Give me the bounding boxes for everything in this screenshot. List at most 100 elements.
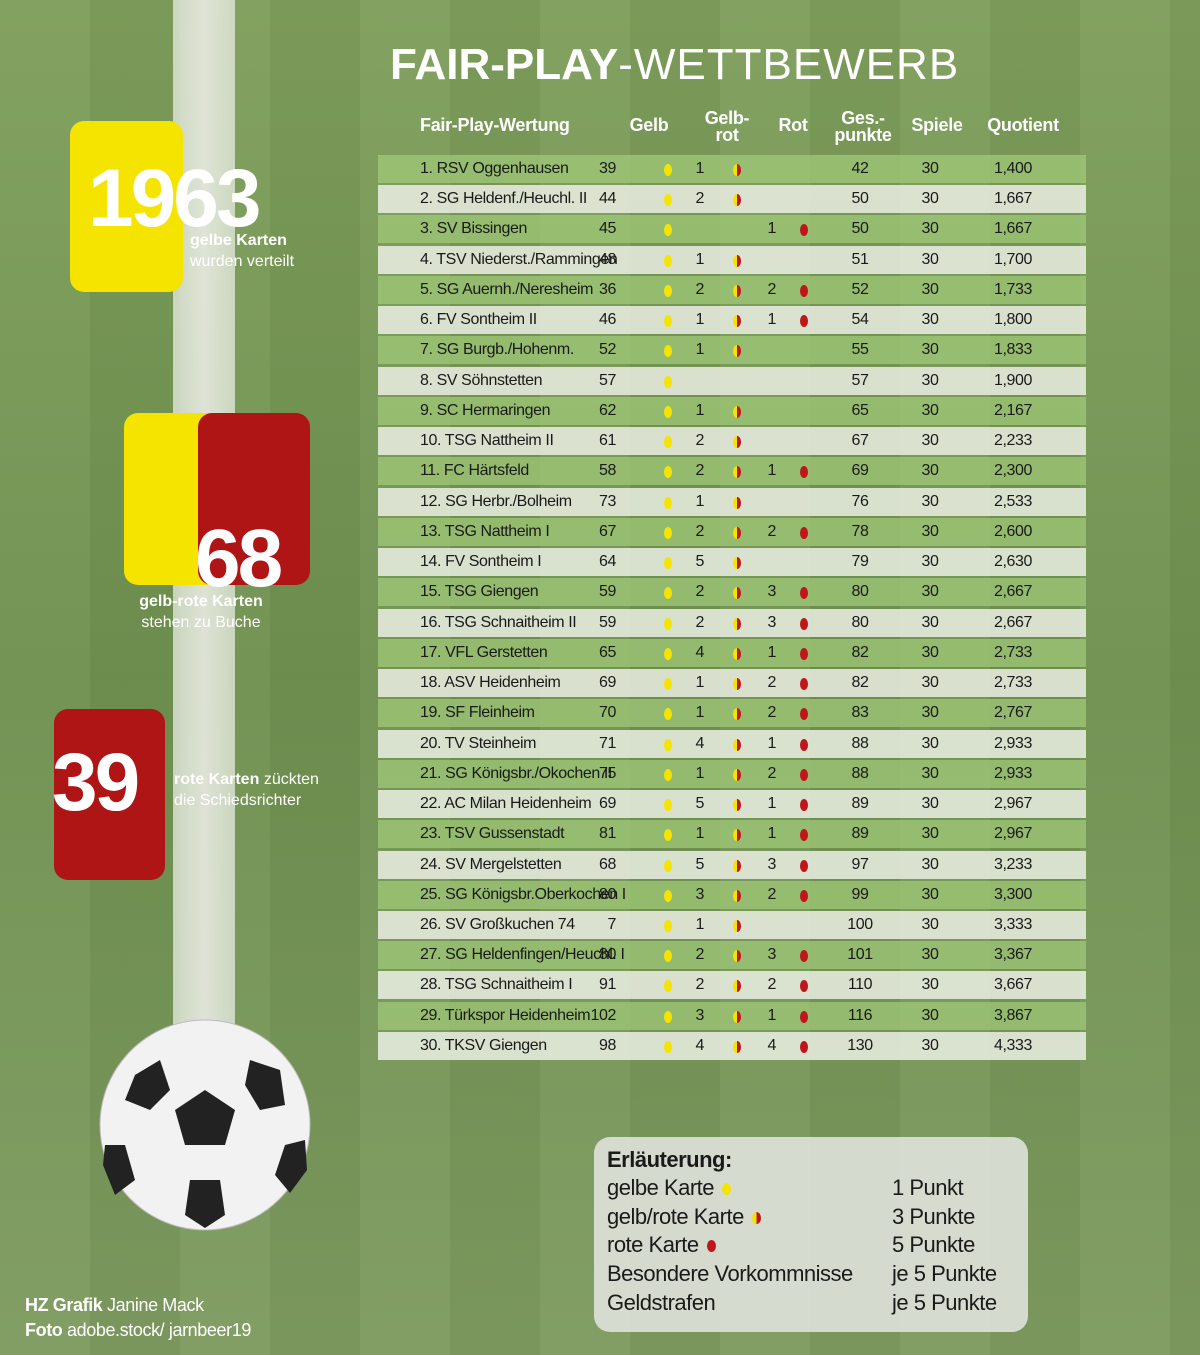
card-icon	[664, 284, 672, 297]
cell-value: 30	[921, 643, 939, 661]
cell-value: 5	[695, 795, 705, 813]
card-icon	[664, 738, 672, 751]
cell-value: 2	[767, 704, 777, 722]
cell-value: 71	[599, 734, 616, 752]
cell-value: 30	[921, 734, 939, 752]
cell-value: 99	[851, 885, 869, 903]
cell-value: 2	[767, 976, 777, 994]
cell-value: 2	[767, 885, 777, 903]
card-icon	[800, 224, 808, 237]
team-name: 29. Türkspor Heidenheim	[420, 1006, 591, 1024]
team-name: 2. SG Heldenf./Heuchl. II	[420, 190, 587, 208]
cell-value: 59	[599, 583, 616, 601]
cell-value: 30	[921, 1006, 939, 1024]
column-header: Gelb	[612, 116, 686, 134]
cell-value: 30	[921, 764, 939, 782]
card-icon	[800, 889, 808, 902]
card-icon	[800, 708, 808, 721]
card-icon	[733, 647, 741, 660]
cell-value: 30	[921, 946, 939, 964]
cell-value: 69	[599, 674, 616, 692]
cell-value: 57	[851, 371, 869, 389]
cell-value: 69	[851, 462, 869, 480]
credit-line: HZ Grafik Janine Mack	[25, 1293, 251, 1318]
card-icon	[733, 617, 741, 630]
table-row: 2. SG Heldenf./Heuchl. II 44 2 50 30 1,667	[378, 185, 1086, 214]
cell-value: 2	[695, 946, 705, 964]
header-text: Rot	[778, 115, 808, 135]
red-card	[54, 709, 165, 880]
cell-value: 30	[921, 371, 939, 389]
cell-value: 3	[767, 583, 777, 601]
cell-value: 30	[921, 280, 939, 298]
card-icon	[733, 799, 741, 812]
card-icon	[800, 315, 808, 328]
card-icon	[664, 466, 672, 479]
stat-label: gelbe Karten wurden verteilt	[190, 230, 294, 272]
team-name: 13. TSG Nattheim I	[420, 522, 550, 540]
cell-value: 130	[847, 1036, 873, 1054]
team-name: 16. TSG Schnaitheim II	[420, 613, 577, 631]
header-text: Gelb-	[704, 108, 750, 128]
cell-value: 30	[921, 160, 939, 177]
yellow-card	[70, 121, 183, 292]
card-icon	[733, 284, 741, 297]
cell-value: 67	[851, 432, 869, 450]
cell-value: 30	[921, 190, 939, 208]
legend-points: 3 Punkte	[892, 1203, 975, 1229]
credit-role: Foto	[25, 1320, 63, 1340]
cell-value: 1,733	[993, 280, 1033, 298]
team-name: 25. SG Königsbr.Oberkochen I	[420, 885, 626, 903]
card-icon	[800, 1010, 808, 1023]
card-icon	[664, 829, 672, 842]
card-icon	[664, 254, 672, 267]
cell-value: 30	[921, 341, 939, 359]
card-icon	[664, 889, 672, 902]
red-card	[198, 413, 310, 585]
title-bold: FAIR-PLAY	[390, 40, 619, 89]
cell-value: 50	[851, 220, 869, 238]
column-header: Rot	[758, 115, 828, 135]
cell-value: 3,233	[993, 855, 1033, 873]
credit-line: Foto adobe.stock/ jarnbeer19	[25, 1318, 251, 1343]
credit-name: Janine Mack	[107, 1295, 204, 1315]
cell-value: 2	[695, 522, 705, 540]
card-icon	[800, 799, 808, 812]
cell-value: 30	[921, 462, 939, 480]
card-icon	[733, 829, 741, 842]
cell-value: 3	[695, 1006, 705, 1024]
cell-value: 30	[921, 492, 939, 510]
card-icon	[800, 466, 808, 479]
stat-number: 39	[52, 737, 140, 828]
cell-value: 1	[767, 825, 777, 843]
card-icon	[733, 194, 741, 207]
card-icon	[733, 164, 741, 176]
cell-value: 1	[695, 160, 705, 177]
cell-value: 1,667	[993, 220, 1033, 238]
cell-value: 2,933	[993, 764, 1033, 782]
cell-value: 50	[851, 190, 869, 208]
team-name: 4. TSV Niederst./Rammingen	[420, 250, 618, 268]
card-icon	[664, 768, 672, 781]
cell-value: 65	[599, 643, 616, 661]
cell-value: 1,667	[993, 190, 1033, 208]
credit-name: adobe.stock/ jarnbeer19	[67, 1320, 251, 1340]
team-name: 9. SC Hermaringen	[420, 401, 551, 419]
header-text: Ges.-	[841, 108, 885, 128]
card-icon	[733, 889, 741, 902]
cell-value: 2,967	[993, 825, 1033, 843]
card-icon	[733, 436, 741, 449]
team-name: 5. SG Auernh./Neresheim	[420, 280, 594, 298]
cell-value: 3,367	[993, 946, 1033, 964]
card-icon	[733, 708, 741, 721]
cell-value: 1,900	[993, 371, 1033, 389]
team-name: 10. TSG Nattheim II	[420, 432, 554, 450]
cell-value: 65	[851, 401, 869, 419]
team-name: 12. SG Herbr./Bolheim	[420, 492, 572, 510]
cell-value: 1	[695, 341, 705, 359]
cell-value: 3	[695, 885, 705, 903]
cell-value: 2,733	[993, 674, 1033, 692]
card-icon	[800, 284, 808, 297]
card-icon	[733, 738, 741, 751]
card-icon	[733, 768, 741, 781]
